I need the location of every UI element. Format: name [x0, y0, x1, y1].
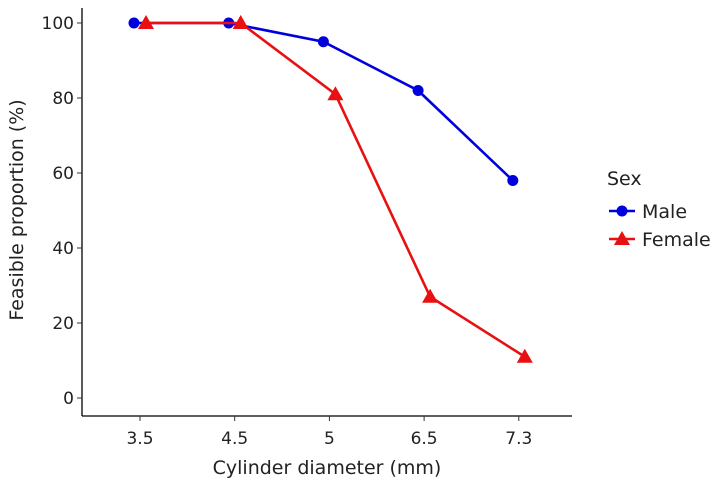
- legend: Sex Male Female: [607, 168, 711, 251]
- x-axis-label: Cylinder diameter (mm): [213, 457, 442, 479]
- axes: 0 20 40 60 80 100 3.5 4.5 5 6.5 7.3: [42, 8, 572, 449]
- data-point-female: [516, 348, 533, 363]
- y-tick-label: 60: [52, 164, 74, 184]
- x-tick-label: 7.3: [505, 429, 532, 449]
- legend-label-female: Female: [642, 229, 711, 251]
- y-tick-label: 100: [42, 14, 74, 34]
- data-point-male: [128, 17, 140, 29]
- series-line-female: [146, 21, 526, 358]
- legend-marker-male: [616, 205, 628, 217]
- x-tick-label: 4.5: [221, 429, 248, 449]
- data-point-female: [232, 15, 249, 29]
- x-tick-label: 5: [324, 429, 335, 449]
- x-tick-label: 3.5: [126, 429, 153, 449]
- y-tick-label: 0: [63, 389, 74, 409]
- y-tick-label: 40: [52, 239, 74, 259]
- data-point-male: [507, 175, 519, 186]
- y-axis-label: Feasible proportion (%): [6, 99, 28, 320]
- data-point-female: [138, 15, 154, 29]
- y-tick-label: 20: [52, 314, 74, 334]
- x-tick-label: 6.5: [411, 429, 438, 449]
- y-tick-label: 80: [52, 89, 74, 109]
- data-point-male: [317, 36, 329, 48]
- data-point-male: [412, 85, 424, 96]
- data-point-female: [327, 86, 344, 101]
- series-marks: [128, 15, 533, 363]
- legend-label-male: Male: [642, 201, 687, 223]
- legend-title: Sex: [607, 168, 642, 190]
- data-point-female: [422, 288, 439, 303]
- legend-marker-female: [614, 231, 630, 245]
